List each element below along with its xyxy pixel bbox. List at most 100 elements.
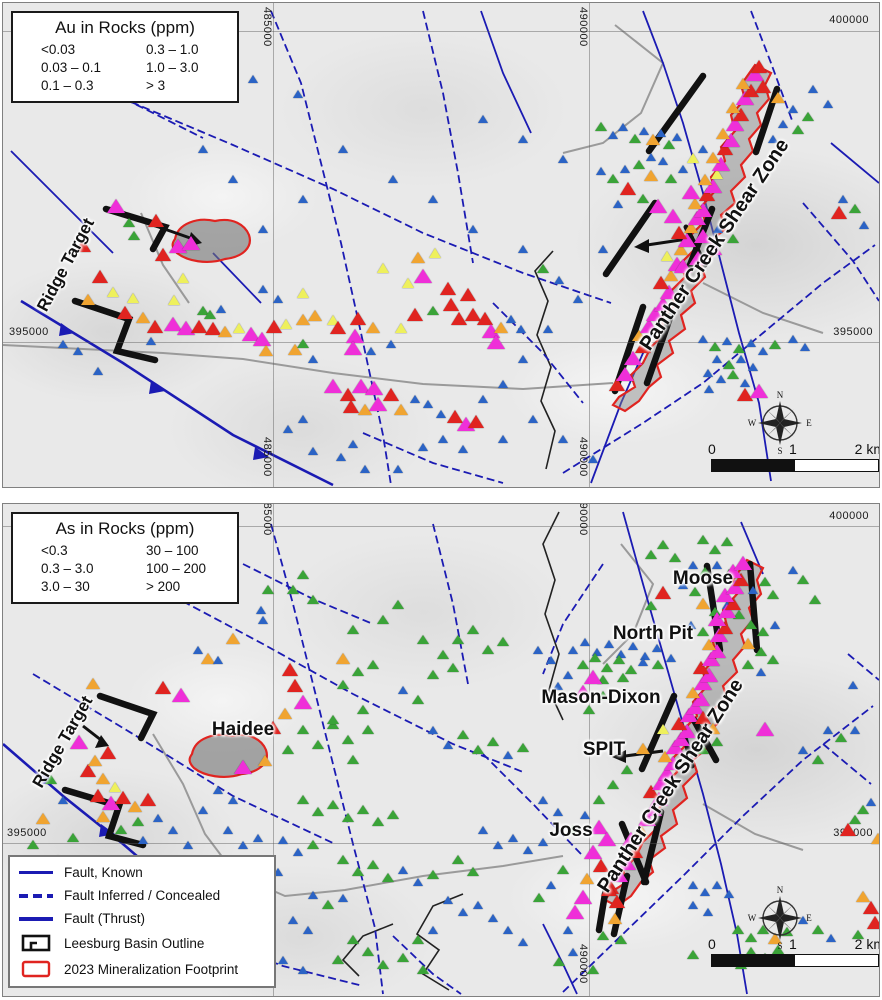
sample-point-triangle bbox=[859, 218, 869, 229]
sample-point-triangle bbox=[503, 748, 513, 759]
sample-point-triangle bbox=[288, 341, 302, 355]
sample-point-triangle bbox=[344, 338, 362, 355]
sample-point-triangle bbox=[234, 757, 252, 774]
legend-label: 2023 Mineralization Footprint bbox=[64, 961, 239, 977]
sample-point-triangle bbox=[658, 154, 668, 165]
sample-point-triangle bbox=[352, 664, 364, 676]
sample-point-triangle bbox=[397, 950, 409, 962]
sample-point-triangle bbox=[697, 532, 709, 544]
sample-point-triangle bbox=[688, 558, 698, 569]
svg-text:S: S bbox=[777, 446, 782, 455]
legend-item: <0.3 bbox=[21, 543, 124, 558]
sample-point-triangle bbox=[601, 660, 613, 672]
sample-point-triangle bbox=[596, 164, 606, 175]
sample-point-triangle bbox=[297, 285, 309, 298]
sample-point-triangle bbox=[609, 892, 625, 908]
sample-point-triangle bbox=[266, 317, 282, 333]
sample-point-triangle bbox=[740, 376, 750, 387]
sample-point-triangle bbox=[568, 643, 578, 654]
sample-point-triangle bbox=[228, 793, 238, 804]
sample-point-triangle bbox=[36, 810, 50, 824]
sample-point-triangle bbox=[646, 150, 656, 161]
sample-point-triangle bbox=[498, 377, 508, 388]
sample-point-triangle bbox=[771, 89, 785, 103]
sample-point-triangle bbox=[148, 211, 164, 227]
coord-label: 395000 bbox=[7, 827, 47, 839]
sample-point-triangle bbox=[67, 830, 79, 842]
sample-point-triangle bbox=[704, 382, 714, 393]
sample-point-triangle bbox=[809, 592, 821, 604]
sample-point-triangle bbox=[298, 192, 308, 203]
sample-point-triangle bbox=[580, 870, 594, 884]
sample-point-triangle bbox=[358, 401, 372, 415]
sample-point-triangle bbox=[755, 77, 771, 93]
legend-item: > 200 bbox=[126, 579, 229, 594]
sample-point-triangle bbox=[618, 853, 636, 870]
sample-point-triangle bbox=[423, 397, 433, 408]
sample-point-triangle bbox=[748, 583, 758, 594]
sample-point-triangle bbox=[736, 75, 750, 89]
sample-point-triangle bbox=[92, 267, 108, 283]
sample-point-triangle bbox=[788, 102, 798, 113]
sample-point-triangle bbox=[644, 167, 658, 181]
sample-point-triangle bbox=[750, 381, 768, 398]
sample-point-triangle bbox=[168, 823, 178, 834]
sample-point-triangle bbox=[664, 267, 678, 281]
sample-point-triangle bbox=[812, 752, 824, 764]
sample-point-triangle bbox=[563, 668, 573, 679]
sample-point-triangle bbox=[223, 823, 233, 834]
sample-point-triangle bbox=[518, 352, 528, 363]
sample-point-triangle bbox=[127, 290, 139, 303]
sample-point-triangle bbox=[770, 618, 780, 629]
sample-point-triangle bbox=[518, 132, 528, 143]
sample-point-triangle bbox=[620, 179, 636, 195]
sample-point-triangle bbox=[312, 737, 324, 749]
basin-outline-icon bbox=[18, 934, 54, 952]
sample-point-triangle bbox=[616, 364, 634, 381]
sample-point-triangle bbox=[377, 612, 389, 624]
sample-point-triangle bbox=[398, 683, 408, 694]
sample-point-triangle bbox=[342, 810, 354, 822]
sample-point-triangle bbox=[172, 685, 190, 702]
sample-point-triangle bbox=[216, 302, 226, 313]
sample-point-triangle bbox=[724, 887, 734, 898]
sample-point-triangle bbox=[388, 172, 398, 183]
coord-label: 490000 bbox=[577, 437, 589, 477]
sample-point-triangle bbox=[357, 702, 369, 714]
sample-point-triangle bbox=[147, 317, 163, 333]
sample-point-triangle bbox=[672, 130, 682, 141]
sample-point-triangle bbox=[473, 898, 483, 909]
sample-point-triangle bbox=[863, 898, 879, 914]
sample-point-triangle bbox=[382, 870, 394, 882]
sample-point-triangle bbox=[308, 888, 318, 899]
sample-point-triangle bbox=[706, 720, 720, 734]
sample-point-triangle bbox=[386, 337, 396, 348]
sample-point-triangle bbox=[537, 261, 549, 273]
sample-point-triangle bbox=[293, 87, 303, 98]
coord-label: 395000 bbox=[9, 326, 49, 338]
sample-point-triangle bbox=[645, 547, 657, 559]
sample-point-triangle bbox=[307, 837, 319, 849]
sample-point-triangle bbox=[709, 604, 721, 616]
sample-point-triangle bbox=[437, 647, 449, 659]
sample-point-triangle bbox=[402, 275, 414, 288]
sample-point-triangle bbox=[663, 137, 675, 149]
sample-point-triangle bbox=[767, 652, 779, 664]
sample-point-triangle bbox=[80, 761, 96, 777]
legend-label: Fault (Thrust) bbox=[64, 911, 146, 926]
sample-point-triangle bbox=[597, 928, 609, 940]
sample-point-triangle bbox=[128, 228, 140, 240]
sample-point-triangle bbox=[205, 319, 221, 335]
sample-point-triangle bbox=[745, 930, 757, 942]
sample-point-triangle bbox=[508, 831, 518, 842]
sample-point-triangle bbox=[658, 748, 672, 762]
sample-point-triangle bbox=[711, 734, 723, 746]
sample-point-triangle bbox=[778, 117, 788, 128]
sample-point-triangle bbox=[613, 652, 625, 664]
sample-point-triangle bbox=[324, 376, 342, 393]
sample-point-triangle bbox=[414, 266, 432, 283]
sample-point-triangle bbox=[671, 223, 687, 239]
sample-point-triangle bbox=[733, 341, 745, 353]
sample-point-triangle bbox=[183, 838, 193, 849]
sample-point-triangle bbox=[593, 792, 605, 804]
